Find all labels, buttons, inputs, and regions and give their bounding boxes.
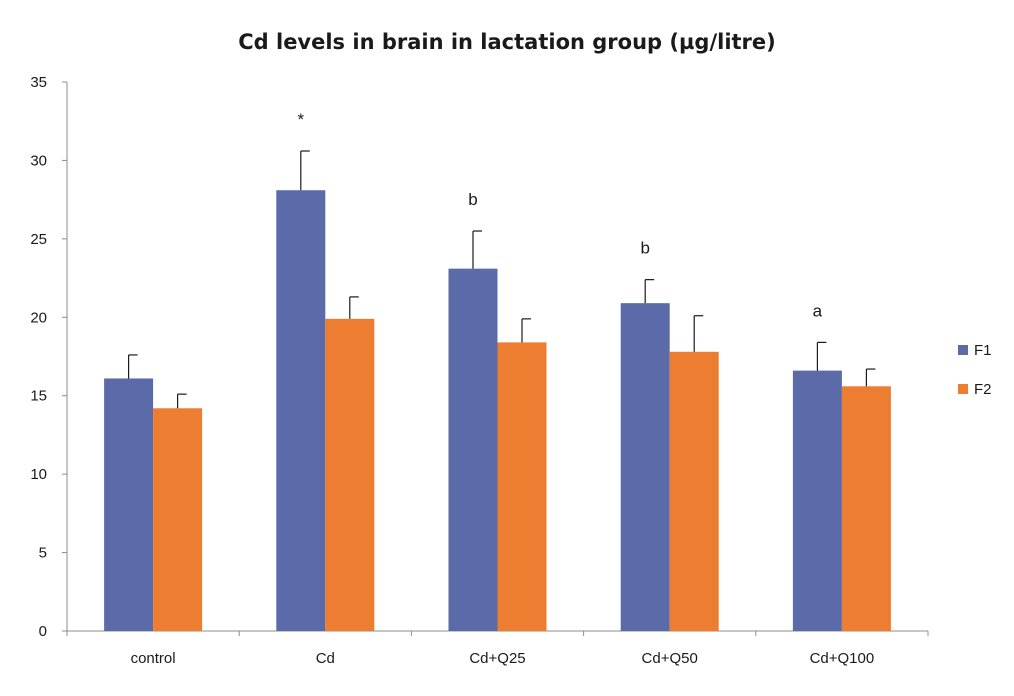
legend-label-f2: F2 bbox=[974, 381, 992, 398]
significance-label: * bbox=[297, 110, 304, 129]
bar-f1 bbox=[104, 378, 154, 631]
bar-f1 bbox=[620, 303, 670, 631]
error-bars bbox=[128, 150, 876, 409]
bar-f1 bbox=[448, 268, 498, 631]
x-tick-label: Cd bbox=[316, 650, 335, 667]
y-tick-label: 30 bbox=[30, 152, 47, 169]
bar-f2 bbox=[325, 318, 375, 631]
legend: F1 F2 bbox=[958, 342, 992, 398]
x-tick-label: Cd+Q25 bbox=[469, 650, 525, 667]
bar-f2 bbox=[669, 351, 719, 631]
legend-label-f1: F1 bbox=[974, 342, 992, 359]
y-tick-label: 15 bbox=[30, 388, 47, 405]
y-tick-label: 0 bbox=[39, 623, 47, 640]
y-tick-label: 25 bbox=[30, 231, 47, 248]
legend-swatch-f1 bbox=[958, 345, 968, 355]
legend-swatch-f2 bbox=[958, 384, 968, 394]
labels: 0 5 10 15 20 25 30 35 control Cd Cd+Q25 Cd+Q50 Cd+Q1… bbox=[30, 74, 874, 667]
significance-label: b bbox=[468, 190, 477, 209]
significance-label: b bbox=[640, 239, 649, 258]
bar-f1 bbox=[792, 370, 842, 631]
bar-f2 bbox=[153, 408, 203, 631]
bars bbox=[104, 190, 891, 631]
significance-label: a bbox=[813, 301, 823, 320]
bar-f1 bbox=[276, 190, 326, 631]
x-tick-label: Cd+Q100 bbox=[810, 650, 875, 667]
x-tick-label: Cd+Q50 bbox=[642, 650, 698, 667]
y-tick-label: 5 bbox=[39, 545, 47, 562]
bar-f2 bbox=[497, 342, 547, 631]
y-tick-label: 35 bbox=[30, 74, 47, 91]
chart-title: Cd levels in brain in lactation group (µ… bbox=[238, 30, 776, 54]
bar-f2 bbox=[841, 386, 891, 631]
y-tick-label: 20 bbox=[30, 309, 47, 326]
y-tick-label: 10 bbox=[30, 466, 47, 483]
x-tick-label: control bbox=[131, 650, 176, 667]
